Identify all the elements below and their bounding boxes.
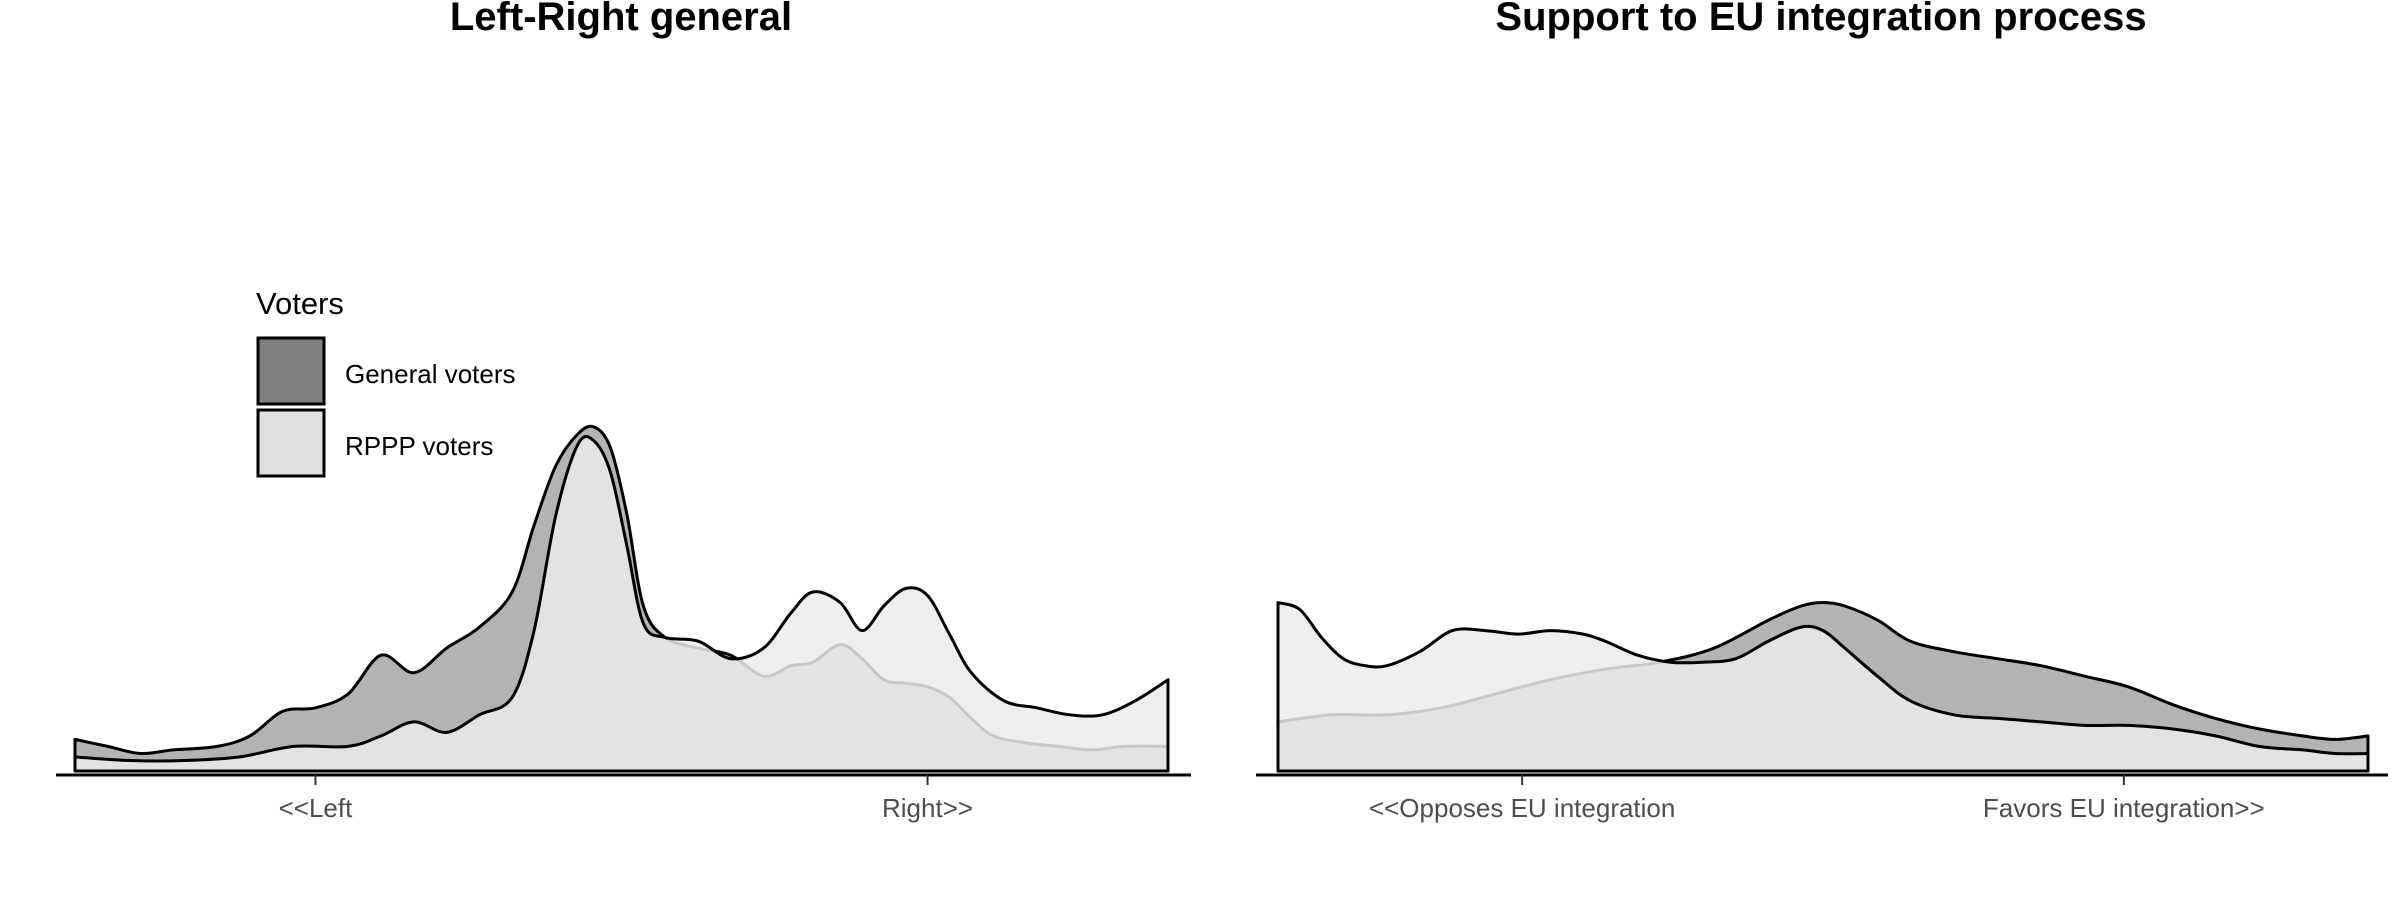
left-right-panel: Left-Right general <<Left Right>> bbox=[56, 0, 1191, 823]
legend-title: Voters bbox=[256, 286, 344, 321]
density-area-rppp bbox=[1276, 601, 2370, 773]
x-ticks: <<Opposes EU integration Favors EU integr… bbox=[1369, 775, 2265, 823]
x-tick-label: <<Left bbox=[279, 793, 354, 823]
chart-title: Support to EU integration process bbox=[1495, 0, 2146, 39]
x-tick-label: Right>> bbox=[882, 793, 973, 823]
legend-label-rppp: RPPP voters bbox=[345, 431, 493, 461]
eu-integration-panel: Support to EU integration process <<Oppo… bbox=[1256, 0, 2388, 823]
x-tick-label: <<Opposes EU integration bbox=[1369, 793, 1675, 823]
legend-swatch-general bbox=[256, 336, 326, 406]
density-area-rppp bbox=[73, 435, 1170, 773]
legend: Voters General voters RPPP voters bbox=[256, 286, 516, 478]
legend-swatch-rppp bbox=[256, 408, 326, 478]
legend-label-general: General voters bbox=[345, 359, 516, 389]
x-tick-label: Favors EU integration>> bbox=[1983, 793, 2265, 823]
density-areas bbox=[73, 424, 1170, 773]
x-ticks: <<Left Right>> bbox=[279, 775, 973, 823]
chart-title: Left-Right general bbox=[450, 0, 792, 39]
density-areas bbox=[1276, 601, 2370, 773]
